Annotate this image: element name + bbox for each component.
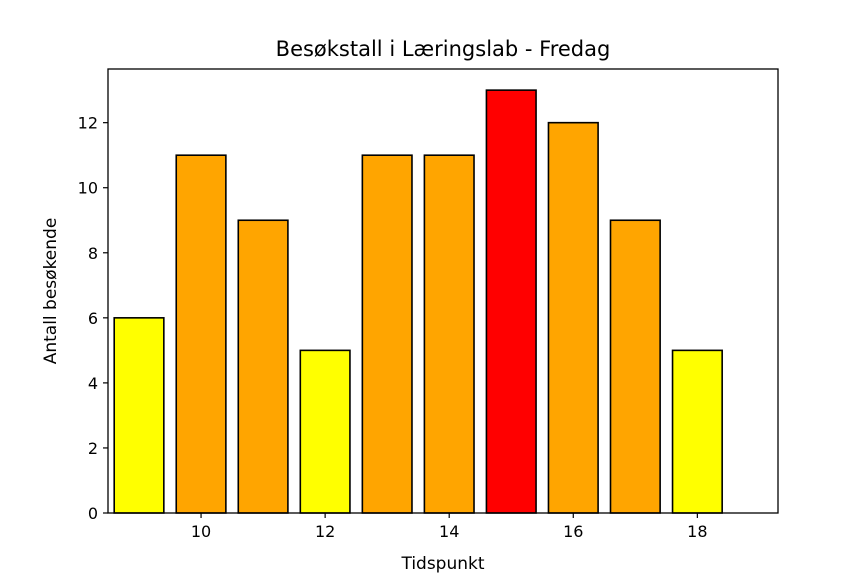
x-tick-label: 10 <box>191 522 211 541</box>
y-tick-label: 10 <box>78 179 98 198</box>
bar-17 <box>609 219 661 514</box>
y-tick-label: 4 <box>88 374 98 393</box>
plot-area-frame <box>107 68 779 514</box>
y-tick-label: 0 <box>88 504 98 523</box>
x-axis-ticks: 10 12 14 16 18 <box>191 513 708 541</box>
y-tick-label: 12 <box>78 114 98 133</box>
bar-10 <box>175 154 227 514</box>
y-tick-label: 2 <box>88 439 98 458</box>
bar-14 <box>423 154 475 514</box>
bar-18 <box>671 349 723 514</box>
chart-title: Besøkstall i Læringslab - Fredag <box>276 37 611 61</box>
bar-13 <box>361 154 413 514</box>
x-tick-label: 16 <box>563 522 583 541</box>
x-tick-label: 12 <box>315 522 335 541</box>
bar-16 <box>547 121 599 514</box>
y-axis-ticks: 0 2 4 6 8 10 12 <box>78 114 108 523</box>
x-axis-label: Tidspunkt <box>400 554 484 574</box>
bar-15 <box>485 89 537 514</box>
y-tick-label: 6 <box>88 309 98 328</box>
bar-9 <box>113 317 165 514</box>
y-axis-label: Antall besøkende <box>41 218 61 365</box>
bar-12 <box>299 349 351 514</box>
x-tick-label: 18 <box>687 522 707 541</box>
y-tick-label: 8 <box>88 244 98 263</box>
bar-11 <box>237 219 289 514</box>
x-tick-label: 14 <box>439 522 459 541</box>
bars-group <box>113 89 723 514</box>
